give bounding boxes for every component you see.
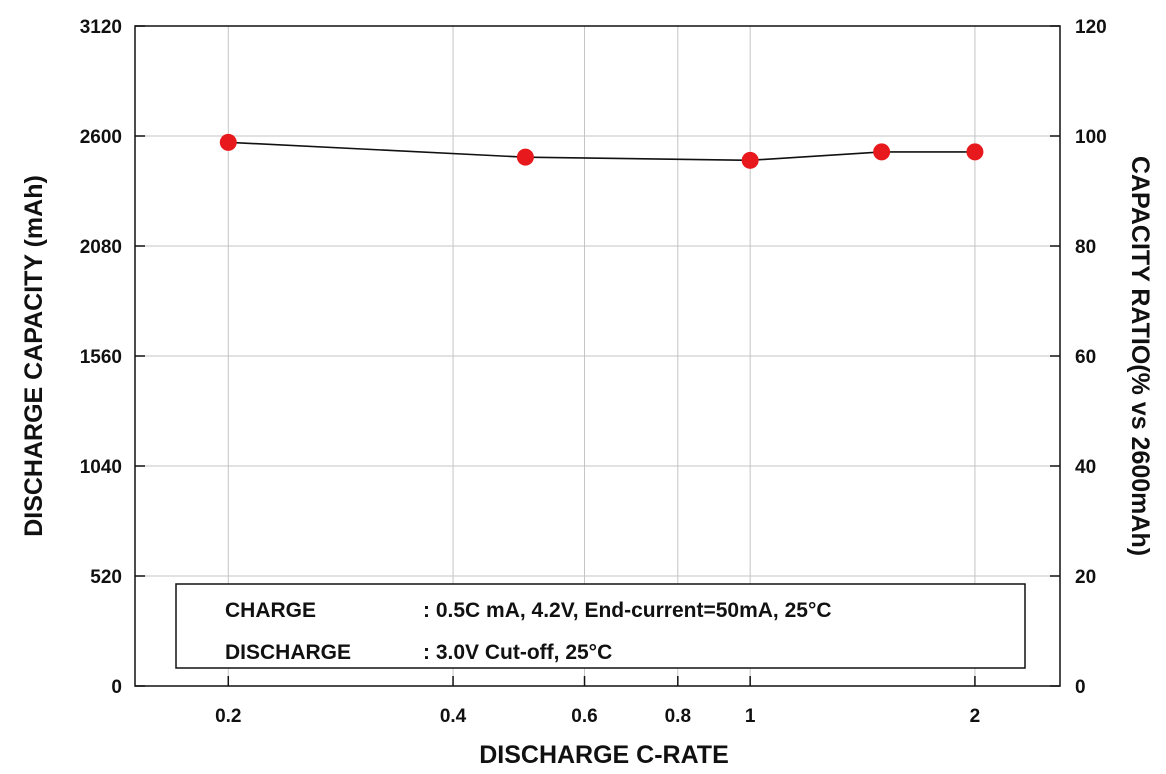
legend-charge-value: : 0.5C mA, 4.2V, End-current=50mA, 25°C bbox=[423, 599, 832, 622]
x-tick-label: 0.6 bbox=[571, 706, 597, 727]
legend-frame bbox=[175, 583, 1026, 669]
y2-tick-label: 100 bbox=[1075, 127, 1107, 148]
y-tick-label: 1560 bbox=[80, 347, 122, 368]
y-tick-label: 2600 bbox=[80, 127, 122, 148]
y2-tick-label: 40 bbox=[1075, 457, 1096, 478]
data-point bbox=[741, 151, 759, 169]
legend-charge-label: CHARGE bbox=[225, 599, 316, 622]
y-axis-title: DISCHARGE CAPACITY (mAh) bbox=[20, 175, 48, 537]
y-tick-label: 1040 bbox=[80, 457, 122, 478]
series-line bbox=[228, 141, 975, 162]
y-tick-label: 2080 bbox=[80, 237, 122, 258]
data-point bbox=[873, 143, 891, 161]
y-tick-label: 520 bbox=[90, 567, 122, 588]
x-tick-labels: 0.2 0.4 0.6 0.8 1 2 bbox=[215, 706, 980, 727]
legend-discharge-value: : 3.0V Cut-off, 25°C bbox=[423, 641, 612, 664]
data-point bbox=[219, 133, 237, 151]
condition-legend-box: CHARGE : 0.5C mA, 4.2V, End-current=50mA… bbox=[175, 583, 1026, 669]
right-tick-labels: 0 20 40 60 80 100 120 bbox=[1075, 17, 1107, 698]
data-point bbox=[516, 148, 534, 166]
x-tick-label: 0.8 bbox=[665, 706, 691, 727]
y2-tick-label: 20 bbox=[1075, 567, 1096, 588]
y2-tick-label: 120 bbox=[1075, 17, 1107, 38]
x-tick-label: 2 bbox=[970, 706, 981, 727]
legend-discharge-label: DISCHARGE bbox=[225, 641, 351, 664]
y2-tick-label: 0 bbox=[1075, 677, 1086, 698]
left-tick-labels: 0 520 1040 1560 2080 2600 3120 bbox=[80, 17, 122, 698]
y2-tick-label: 80 bbox=[1075, 237, 1096, 258]
data-point bbox=[966, 143, 984, 161]
y2-tick-label: 60 bbox=[1075, 347, 1096, 368]
x-tick-label: 0.4 bbox=[440, 706, 467, 727]
x-axis-title: DISCHARGE C-RATE bbox=[479, 741, 729, 769]
y-tick-label: 0 bbox=[111, 677, 122, 698]
tick-marks bbox=[135, 25, 1060, 687]
data-series bbox=[219, 133, 984, 169]
y2-axis-title: CAPACITY RATIO(% vs 2600mAh) bbox=[1126, 156, 1154, 556]
x-tick-label: 1 bbox=[745, 706, 756, 727]
y-tick-label: 3120 bbox=[80, 17, 122, 38]
x-tick-label: 0.2 bbox=[215, 706, 241, 727]
